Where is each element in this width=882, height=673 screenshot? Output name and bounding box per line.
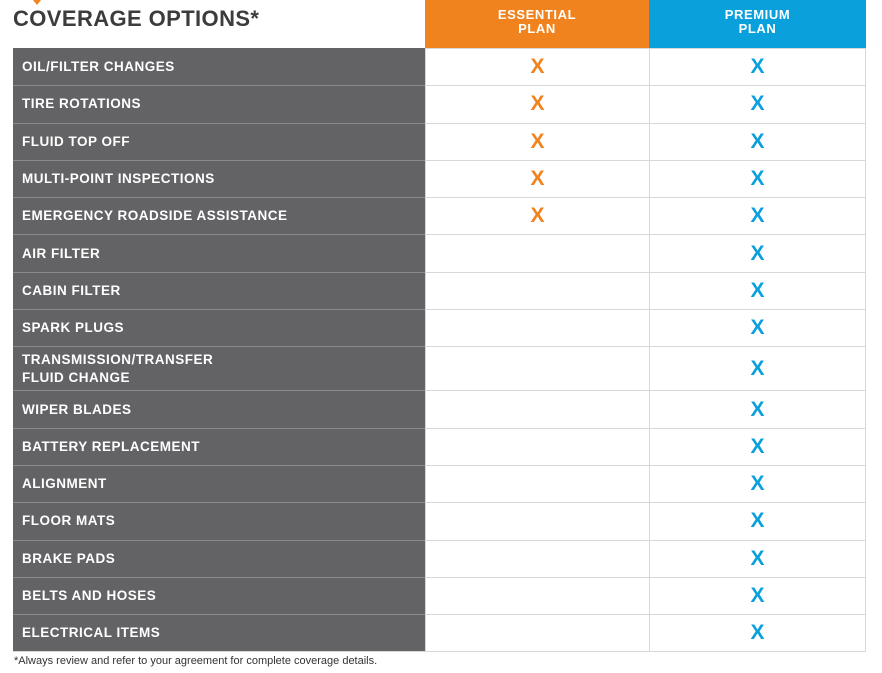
- premium-included-mark: X: [649, 539, 866, 577]
- essential-empty-cell: [425, 390, 649, 428]
- coverage-item-label: CABIN FILTER: [13, 271, 425, 310]
- coverage-item-label: MULTI-POINT INSPECTIONS: [13, 159, 425, 198]
- table-row: FLOOR MATS X: [13, 502, 866, 540]
- essential-included-mark: X: [425, 197, 649, 235]
- essential-empty-cell: [425, 271, 649, 310]
- premium-plan-name: PREMIUM: [724, 7, 791, 22]
- essential-included-mark: X: [425, 48, 649, 86]
- essential-plan-name: ESSENTIAL: [497, 7, 577, 22]
- essential-included-mark: X: [425, 85, 649, 123]
- premium-included-mark: X: [649, 234, 866, 272]
- coverage-item-label: FLOOR MATS: [13, 502, 425, 540]
- table-row: WIPER BLADES X: [13, 390, 866, 428]
- essential-empty-cell: [425, 346, 649, 391]
- premium-plan-header: PREMIUM PLAN: [649, 0, 866, 48]
- premium-included-mark: X: [649, 614, 866, 652]
- essential-empty-cell: [425, 234, 649, 272]
- essential-plan-header: ESSENTIAL PLAN: [425, 0, 649, 48]
- table-row: TIRE ROTATIONS X X: [13, 85, 866, 123]
- premium-included-mark: X: [649, 427, 866, 465]
- table-row: OIL/FILTER CHANGES X X: [13, 48, 866, 86]
- essential-empty-cell: [425, 539, 649, 577]
- coverage-item-label: AIR FILTER: [13, 234, 425, 272]
- essential-included-mark: X: [425, 122, 649, 160]
- table-row: ALIGNMENT X: [13, 464, 866, 503]
- coverage-item-label: WIPER BLADES: [13, 390, 425, 428]
- table-row: MULTI-POINT INSPECTIONS X X: [13, 159, 866, 198]
- coverage-item-label: SPARK PLUGS: [13, 309, 425, 347]
- essential-empty-cell: [425, 464, 649, 503]
- coverage-item-label: ALIGNMENT: [13, 464, 425, 503]
- essential-empty-cell: [425, 427, 649, 465]
- table-row: AIR FILTER X: [13, 234, 866, 272]
- title-accent-mark: [33, 0, 41, 5]
- premium-included-mark: X: [649, 85, 866, 123]
- coverage-item-label: ELECTRICAL ITEMS: [13, 614, 425, 652]
- coverage-item-label: BATTERY REPLACEMENT: [13, 427, 425, 465]
- essential-empty-cell: [425, 576, 649, 615]
- premium-included-mark: X: [649, 502, 866, 540]
- coverage-table: OIL/FILTER CHANGES X X TIRE ROTATIONS X X FLUI…: [13, 48, 866, 653]
- coverage-item-label: OIL/FILTER CHANGES: [13, 48, 425, 86]
- table-row: SPARK PLUGS X: [13, 309, 866, 347]
- premium-included-mark: X: [649, 271, 866, 310]
- table-row: BATTERY REPLACEMENT X: [13, 427, 866, 465]
- premium-included-mark: X: [649, 576, 866, 615]
- table-row: TRANSMISSION/TRANSFER FLUID CHANGE X: [13, 346, 866, 391]
- essential-empty-cell: [425, 309, 649, 347]
- premium-included-mark: X: [649, 390, 866, 428]
- coverage-item-label: EMERGENCY ROADSIDE ASSISTANCE: [13, 197, 425, 235]
- essential-plan-suffix: PLAN: [518, 21, 556, 36]
- premium-included-mark: X: [649, 48, 866, 86]
- premium-plan-suffix: PLAN: [738, 21, 777, 36]
- essential-included-mark: X: [425, 159, 649, 198]
- coverage-footnote: *Always review and refer to your agreeme…: [14, 655, 378, 667]
- coverage-item-label: TIRE ROTATIONS: [13, 85, 425, 123]
- table-row: FLUID TOP OFF X X: [13, 122, 866, 160]
- premium-included-mark: X: [649, 346, 866, 391]
- table-row: ELECTRICAL ITEMS X: [13, 614, 866, 652]
- table-row: CABIN FILTER X: [13, 271, 866, 310]
- page-title: COVERAGE OPTIONS*: [13, 6, 260, 31]
- essential-empty-cell: [425, 614, 649, 652]
- table-row: EMERGENCY ROADSIDE ASSISTANCE X X: [13, 197, 866, 235]
- table-row: BRAKE PADS X: [13, 539, 866, 577]
- premium-included-mark: X: [649, 197, 866, 235]
- premium-included-mark: X: [649, 464, 866, 503]
- premium-included-mark: X: [649, 159, 866, 198]
- table-row: BELTS AND HOSES X: [13, 576, 866, 615]
- coverage-item-label: TRANSMISSION/TRANSFER FLUID CHANGE: [13, 346, 425, 391]
- coverage-item-label: BELTS AND HOSES: [13, 576, 425, 615]
- coverage-item-label: BRAKE PADS: [13, 539, 425, 577]
- premium-included-mark: X: [649, 122, 866, 160]
- essential-empty-cell: [425, 502, 649, 540]
- coverage-item-label: FLUID TOP OFF: [13, 122, 425, 160]
- premium-included-mark: X: [649, 309, 866, 347]
